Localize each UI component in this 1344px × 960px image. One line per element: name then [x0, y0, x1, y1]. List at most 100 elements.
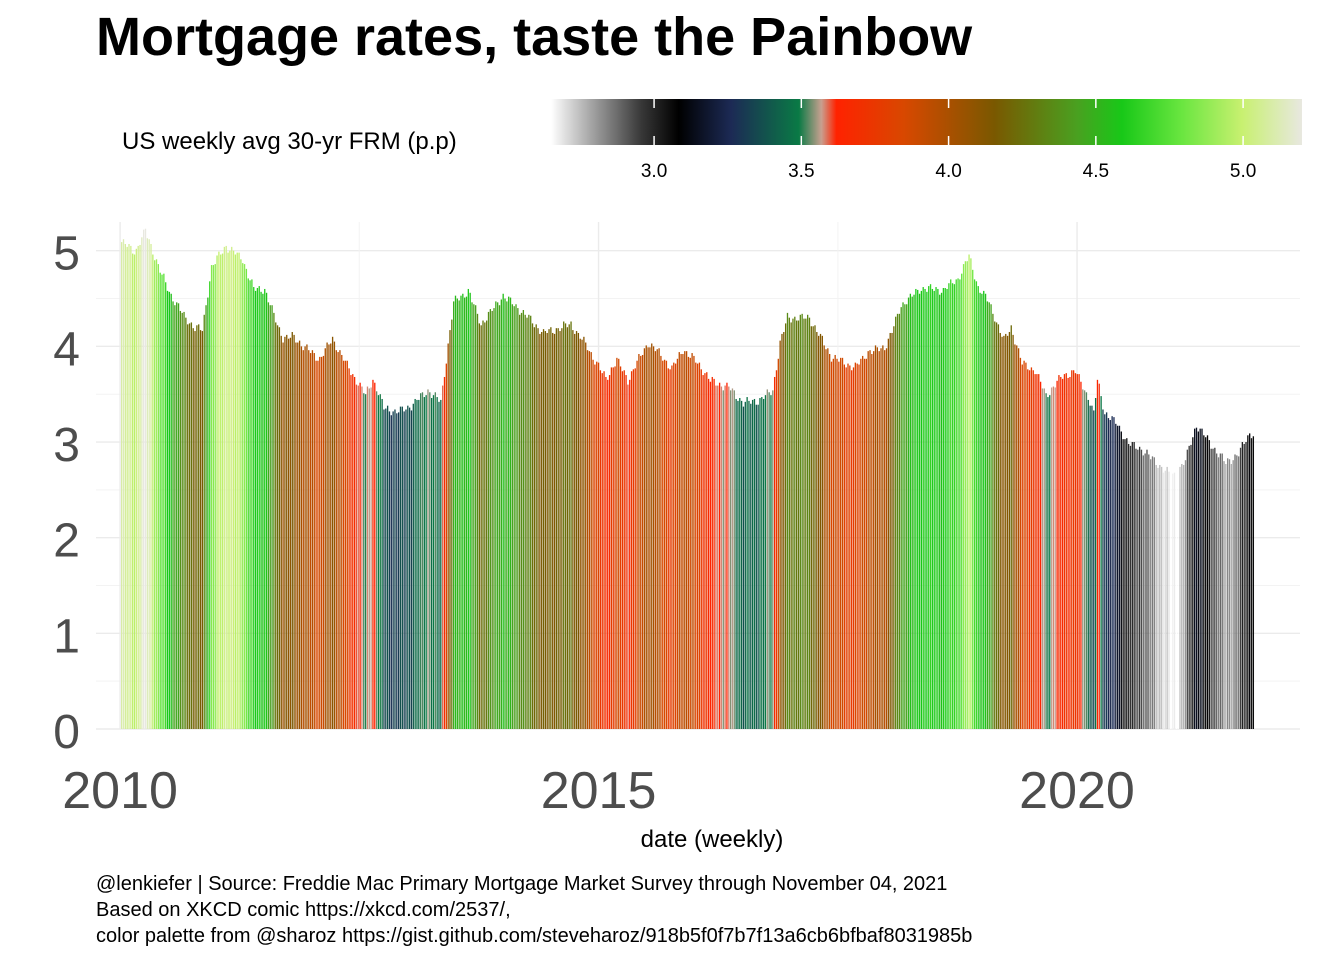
rate-bar [240, 259, 242, 729]
rate-bar [781, 333, 783, 729]
rate-bar [464, 297, 466, 729]
rate-bar [596, 361, 598, 729]
rate-bar [166, 290, 169, 729]
rate-bar [210, 265, 213, 729]
rate-bar [1144, 453, 1146, 729]
rate-bar [535, 324, 537, 729]
rate-bar [273, 312, 275, 729]
rate-bar [170, 293, 172, 729]
rate-bar [660, 355, 662, 729]
rate-bar [291, 332, 293, 729]
rate-bar [146, 238, 149, 729]
rate-bar [832, 358, 834, 729]
rate-bar [1047, 397, 1049, 729]
rate-bar [737, 400, 739, 729]
rate-bar [801, 313, 803, 729]
y-tick-label: 0 [53, 706, 80, 759]
rate-bar [194, 331, 196, 729]
rate-bar [381, 398, 383, 729]
rate-bar [1094, 398, 1097, 729]
rate-bar [862, 355, 864, 729]
rate-bar [950, 279, 952, 729]
rate-bar [386, 405, 389, 729]
rate-bar [687, 356, 690, 729]
rate-bar [691, 353, 693, 729]
rate-bar [275, 322, 277, 729]
rate-bar [176, 302, 178, 729]
rate-bar [361, 386, 363, 729]
rate-bar [678, 352, 680, 729]
rate-bar [405, 409, 407, 729]
rate-bar [1186, 449, 1188, 729]
rate-bar [331, 336, 334, 729]
rate-bar [469, 292, 471, 729]
rate-bar [1129, 445, 1132, 729]
rate-bar [784, 323, 787, 729]
rate-bar [572, 330, 574, 729]
rate-bar [1203, 435, 1205, 729]
rate-bar [948, 283, 950, 729]
rate-bar [707, 378, 710, 729]
rate-bar [484, 322, 486, 729]
rate-bar [577, 332, 580, 729]
rate-bar [139, 244, 141, 729]
rate-bar [190, 322, 193, 729]
rate-bar [1041, 388, 1044, 729]
chart-title: Mortgage rates, taste the Painbow [96, 7, 973, 67]
rate-bar [1157, 467, 1159, 729]
rate-bar [928, 286, 930, 729]
rate-bar [262, 293, 264, 729]
rate-bar [533, 327, 536, 729]
rate-bar [999, 332, 1001, 729]
rate-bar [1045, 393, 1047, 729]
rate-bar [759, 398, 761, 729]
caption: @lenkiefer | Source: Freddie Mac Primary… [96, 871, 972, 949]
rate-bar [513, 306, 515, 729]
rate-bar [574, 333, 576, 729]
rate-bar [972, 269, 974, 729]
rate-bar [764, 395, 767, 729]
rate-bar [1027, 369, 1029, 729]
rate-bar [1210, 448, 1212, 729]
rate-bar [1038, 374, 1040, 729]
rate-bar [819, 333, 822, 729]
rate-bar [491, 310, 493, 729]
rate-bar [1093, 410, 1095, 729]
rate-bar [449, 330, 451, 729]
rate-bar [476, 313, 479, 729]
rate-bar [773, 376, 776, 729]
rate-bar [1149, 459, 1152, 729]
rate-bar [168, 291, 171, 729]
rate-bar [689, 357, 691, 729]
rate-bar [159, 272, 161, 729]
rate-bar [311, 350, 314, 729]
rate-bar [630, 371, 633, 729]
rate-bar [253, 287, 255, 729]
rate-bar [187, 324, 189, 729]
rate-bar [704, 373, 706, 729]
rate-bar [931, 288, 934, 729]
rate-bar [607, 379, 609, 729]
rate-bar [504, 298, 506, 729]
rate-bar [271, 305, 273, 729]
rate-bar [911, 296, 913, 729]
rate-bar [1184, 460, 1187, 729]
rate-bar [1205, 437, 1207, 729]
rate-bar [834, 354, 836, 729]
rate-bar [1190, 444, 1192, 729]
rate-bar [627, 384, 629, 729]
rate-bar [322, 355, 325, 729]
rate-bar [377, 395, 380, 729]
rate-bar [995, 322, 998, 729]
rate-bar [918, 293, 921, 729]
legend-tick-label: 3.0 [641, 161, 667, 182]
rate-bar [614, 366, 616, 729]
rate-bar [621, 371, 624, 729]
legend-tick-label: 3.5 [788, 161, 814, 182]
rate-bar [478, 323, 480, 729]
rate-bar [1199, 428, 1201, 729]
rate-bar [165, 282, 167, 729]
rate-bar [841, 357, 844, 729]
rate-bar [625, 375, 627, 729]
rate-bar [869, 350, 871, 729]
